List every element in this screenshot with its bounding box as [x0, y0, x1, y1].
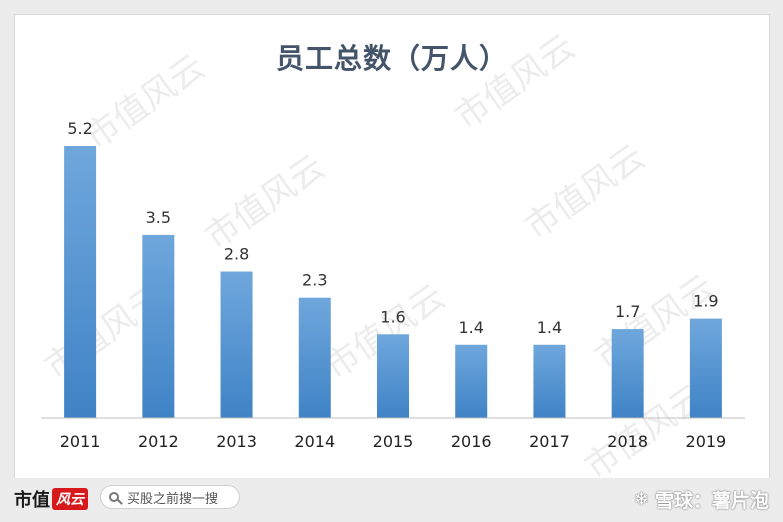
- brand-mark: 风云: [52, 488, 88, 510]
- bar-2017: [533, 344, 566, 418]
- footer: 市值 风云 买股之前搜一搜 ❄ 雪球：薯片泡: [0, 478, 783, 522]
- bar-2019: [689, 318, 722, 418]
- x-tick-label: 2019: [686, 432, 727, 451]
- search-icon: [109, 492, 119, 502]
- bar-chart: 5.2 2011 3.5 2012 2.8 2013 2.3 2014 1.6 2015 1.4 20…: [41, 119, 745, 451]
- data-label: 1.4: [537, 318, 562, 337]
- data-label: 1.7: [615, 302, 640, 321]
- x-tick-label: 2017: [529, 432, 570, 451]
- data-label: 1.9: [693, 292, 718, 311]
- bar-2015: [377, 334, 409, 418]
- bar-2016: [455, 344, 488, 418]
- x-tick-label: 2011: [60, 432, 101, 451]
- x-tick-label: 2016: [451, 432, 492, 451]
- brand-logo: 市值 风云: [14, 486, 88, 512]
- xueqiu-watermark: ❄ 雪球：薯片泡: [634, 486, 769, 513]
- bar-2014: [298, 297, 331, 418]
- chart-title: 员工总数（万人）: [275, 42, 508, 75]
- snowball-icon: ❄: [633, 489, 649, 510]
- x-tick-label: 2012: [138, 432, 179, 451]
- data-label: 2.8: [224, 245, 249, 264]
- brand-text: 市值: [14, 490, 50, 511]
- search-text: 买股之前搜一搜: [127, 491, 219, 507]
- search-box[interactable]: 买股之前搜一搜: [100, 485, 240, 509]
- chart-card: 市值风云 市值风云 市值风云 市值风云 市值风云 市值风云 市值风云 市值风云 …: [14, 14, 770, 488]
- x-tick-label: 2018: [607, 432, 648, 451]
- platform-text: 雪球：薯片泡: [654, 490, 769, 512]
- bar-2011: [64, 146, 97, 418]
- data-label: 1.6: [380, 307, 405, 326]
- x-tick-label: 2014: [294, 432, 335, 451]
- x-tick-label: 2013: [216, 432, 257, 451]
- bar-2018: [611, 329, 644, 418]
- x-tick-label: 2015: [373, 432, 414, 451]
- data-label: 5.2: [67, 119, 92, 138]
- data-label: 2.3: [302, 271, 327, 290]
- bar-2012: [142, 234, 175, 418]
- bar-2013: [220, 271, 253, 418]
- data-label: 1.4: [458, 318, 483, 337]
- data-label: 3.5: [146, 208, 171, 227]
